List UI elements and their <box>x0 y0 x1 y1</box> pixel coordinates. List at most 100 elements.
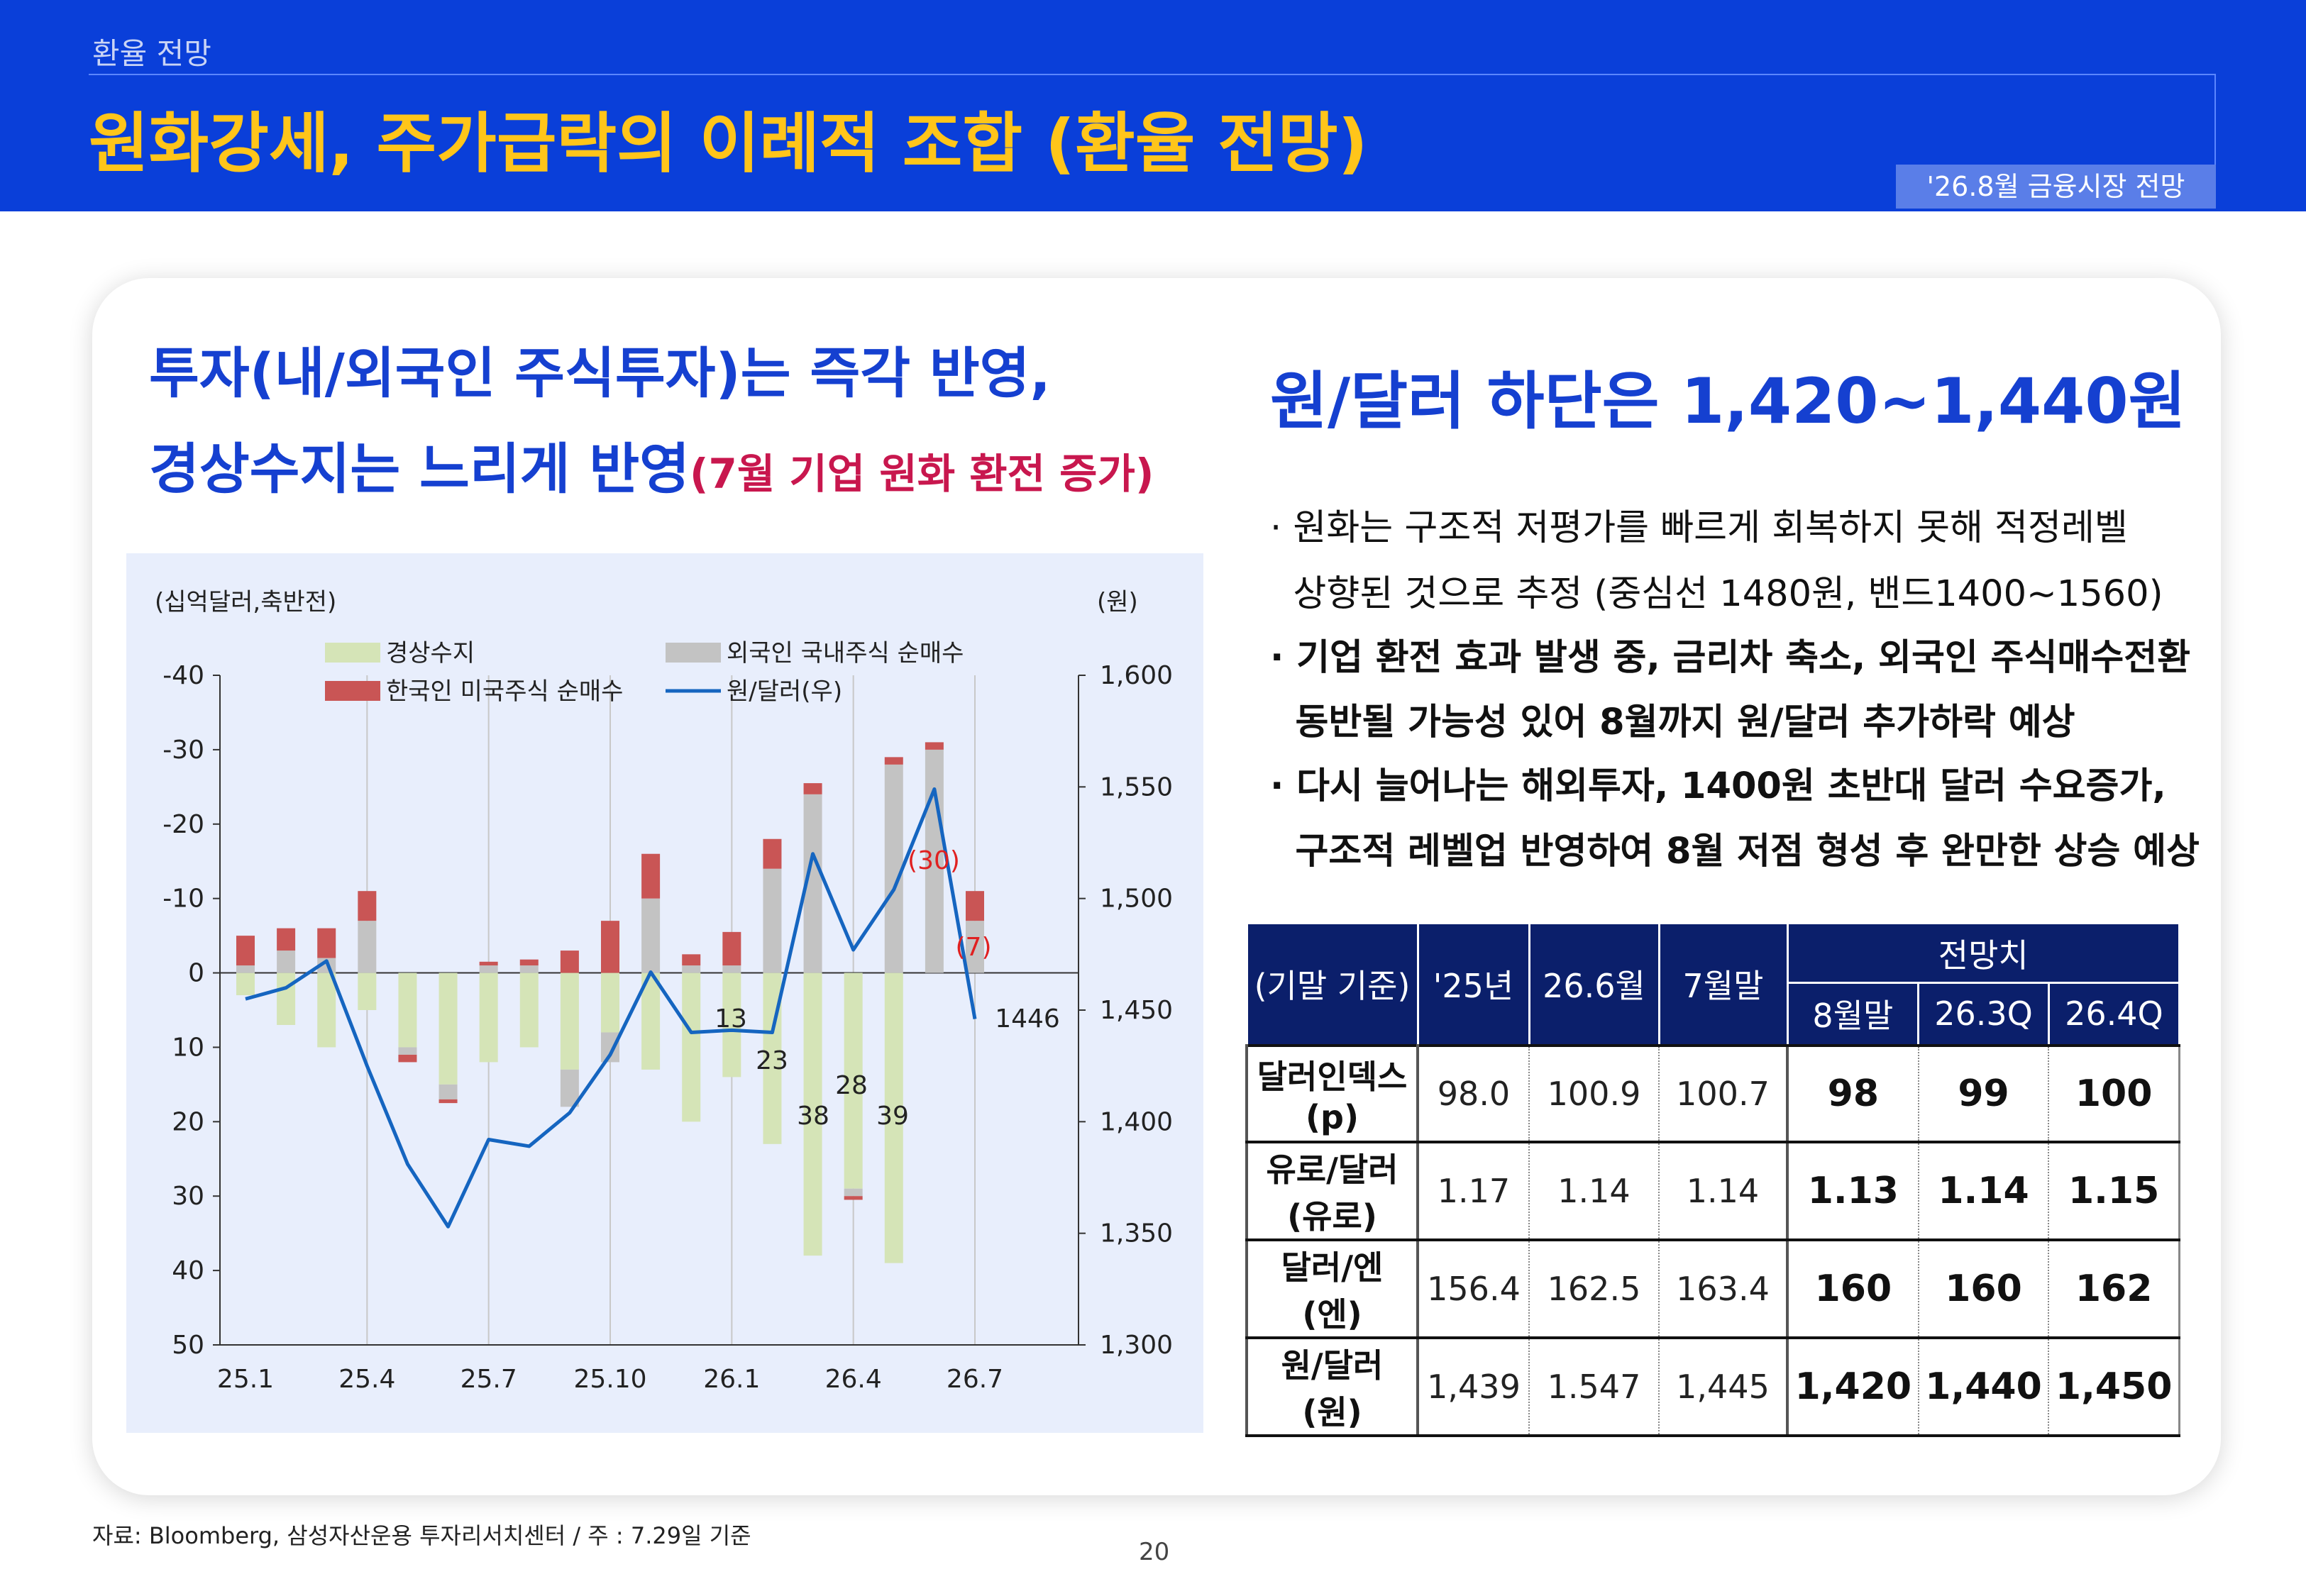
right-tick-label: 1,350 <box>1100 1219 1173 1248</box>
legend-label: 외국인 국내주식 순매수 <box>727 639 964 667</box>
bar-segment <box>601 972 619 1033</box>
table-col-header: 7월말 <box>1657 922 1789 1046</box>
bar-segment <box>601 921 619 973</box>
forecast-cell: 98 <box>1786 1043 1919 1143</box>
bar-segment <box>236 936 255 966</box>
x-tick-label: 25.10 <box>573 1365 646 1394</box>
forecast-cell: 160 <box>1786 1238 1919 1339</box>
left-headline-2-main: 경상수지는 느리게 반영 <box>149 438 690 501</box>
bar-segment <box>277 972 296 1025</box>
forecast-cell: 99 <box>1917 1043 2049 1143</box>
table-row: 유로/달러 (유로) 1.17 1.14 1.14 1.13 1.14 1.15 <box>1245 1140 2181 1241</box>
legend-swatch <box>325 681 380 701</box>
forecast-cell: 1.15 <box>2048 1140 2181 1241</box>
bar-segment <box>277 928 296 951</box>
chart-panel: (십억달러,축반전) (원) -40 -30 -20 -10 0 10 20 30 40 50 1,60… <box>126 553 1203 1433</box>
row-label-unit: (엔) <box>1302 1295 1362 1334</box>
page-number: 20 <box>1139 1538 1170 1566</box>
bullet-line: · 기업 환전 효과 발생 중, 금리차 축소, 외국인 주식매수전환 <box>1270 637 2191 679</box>
bullet-line: 동반될 가능성 있어 8월까지 원/달러 추가하락 예상 <box>1270 702 2075 743</box>
right-axis-unit: (원) <box>1097 588 1138 616</box>
bar-segment <box>398 1054 417 1063</box>
forecast-table: (기말 기준) '25년 26.6월 7월말 전망치 8월말 26.3Q 26.… <box>1245 922 2181 1437</box>
forecast-cell: 160 <box>1917 1238 2049 1339</box>
bar-segment <box>560 972 579 1070</box>
x-tick-label: 25.7 <box>460 1365 517 1394</box>
forecast-cell: 1.14 <box>1917 1140 2049 1241</box>
data-annotation: (30) <box>907 846 960 875</box>
table-cell: 162.5 <box>1528 1238 1659 1339</box>
header-divider <box>89 74 2216 75</box>
bar-segment <box>722 931 741 966</box>
row-label-unit: (p) <box>1306 1097 1359 1136</box>
table-subheader-row: 8월말 26.3Q 26.4Q <box>1247 982 2181 1046</box>
bullet-line: · 원화는 구조적 저평가를 빠르게 회복하지 못해 적정레벨 <box>1270 507 2128 549</box>
bar-segment <box>763 838 782 869</box>
bar-segment <box>277 951 296 973</box>
left-tick-label: 40 <box>172 1256 204 1285</box>
bar-segment <box>884 972 903 1263</box>
x-tick-label: 26.7 <box>947 1365 1003 1394</box>
row-label: 달러/엔 (엔) <box>1245 1238 1419 1339</box>
left-tick-label: 10 <box>172 1033 204 1062</box>
forecast-cell: 1,440 <box>1917 1336 2049 1437</box>
data-annotation: 1446 <box>995 1004 1060 1033</box>
table-row: 달러인덱스 (p) 98.0 100.9 100.7 98 99 100 <box>1245 1043 2181 1143</box>
bar-segment <box>722 972 741 1077</box>
bar-segment <box>844 972 863 1189</box>
left-axis-unit: (십억달러,축반전) <box>155 588 336 616</box>
bar-segment <box>803 972 822 1256</box>
right-title: 원/달러 하단은 1,420~1,440원 <box>1270 365 2186 438</box>
forecast-col-header: 8월말 <box>1786 982 1920 1046</box>
data-annotation: 23 <box>756 1046 788 1075</box>
forecast-cell: 162 <box>2048 1238 2181 1339</box>
left-tick-label: -20 <box>162 810 204 839</box>
forecast-cell: 100 <box>2048 1043 2181 1143</box>
legend-swatch <box>666 643 721 663</box>
left-tick-label: -40 <box>162 661 204 690</box>
forecast-group-header: 전망치 <box>1786 922 2180 984</box>
bar-segment <box>479 965 498 973</box>
date-tag: '26.8월 금융시장 전망 <box>1896 165 2216 209</box>
bar-segment <box>438 1099 458 1104</box>
bar-segment <box>358 972 377 1010</box>
right-tick-label: 1,550 <box>1100 772 1173 802</box>
table-cell: 163.4 <box>1658 1238 1787 1339</box>
forecast-cell: 1,420 <box>1786 1336 1919 1437</box>
left-tick-label: -30 <box>162 736 204 765</box>
table-cell: 100.9 <box>1528 1043 1659 1143</box>
fx-flow-chart: (십억달러,축반전) (원) -40 -30 -20 -10 0 10 20 30 40 50 1,60… <box>155 588 1173 1394</box>
right-tick-label: 1,400 <box>1100 1107 1173 1136</box>
left-tick-label: 0 <box>188 959 204 988</box>
bullet-line: 상향된 것으로 추정 (중심선 1480원, 밴드1400~1560) <box>1270 573 2163 615</box>
bar-segment <box>358 891 377 921</box>
bar-segment <box>641 972 661 1070</box>
bar-segment <box>925 749 944 973</box>
left-tick-label: 20 <box>172 1107 204 1136</box>
forecast-cell: 1.13 <box>1786 1140 1919 1241</box>
table-cell: 1.547 <box>1528 1336 1659 1437</box>
table-row: 달러/엔 (엔) 156.4 162.5 163.4 160 160 162 <box>1245 1238 2181 1339</box>
table-cell: 1,439 <box>1417 1336 1529 1437</box>
bar-segment <box>398 1047 417 1055</box>
x-tick-label: 26.4 <box>825 1365 882 1394</box>
source-note: 자료: Bloomberg, 삼성자산운용 투자리서치센터 / 주 : 7.29… <box>92 1522 751 1549</box>
table-cell: 156.4 <box>1417 1238 1529 1339</box>
bar-segment <box>763 868 782 973</box>
bar-segment <box>722 965 741 973</box>
row-label-unit: (유로) <box>1287 1197 1377 1236</box>
bar-segment <box>236 965 255 973</box>
bar-segment <box>641 898 661 973</box>
bar-segment <box>317 972 336 1048</box>
bar-segment <box>641 853 661 899</box>
bar-segment <box>236 972 255 996</box>
table-cell: 1.14 <box>1658 1140 1787 1241</box>
data-annotation: 13 <box>715 1004 747 1033</box>
table-header-row: (기말 기준) '25년 26.6월 7월말 전망치 <box>1245 922 2180 1046</box>
table-corner-header: (기말 기준) <box>1245 922 1419 1046</box>
data-annotation: (7) <box>956 933 992 962</box>
bar-segment <box>560 951 579 973</box>
row-label: 유로/달러 (유로) <box>1245 1140 1419 1241</box>
bar-segment <box>358 921 377 973</box>
forecast-col-header: 26.3Q <box>1917 982 2050 1046</box>
